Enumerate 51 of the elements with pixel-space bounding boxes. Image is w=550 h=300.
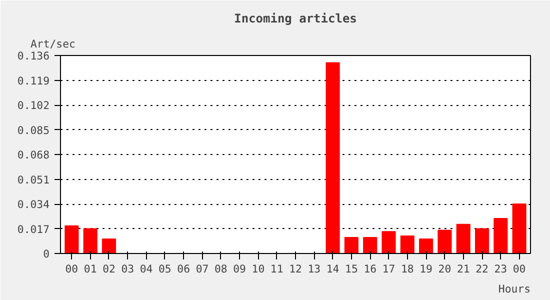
bar: [400, 236, 414, 254]
y-tick-label: 0.102: [17, 99, 50, 112]
y-tick-label: 0.085: [17, 124, 50, 137]
y-tick-label: 0.051: [17, 173, 50, 186]
x-tick-label: 18: [400, 262, 414, 276]
x-tick-label: 11: [270, 262, 284, 276]
bar: [382, 231, 396, 254]
x-tick-label: 12: [289, 262, 302, 276]
x-tick-label: 20: [438, 262, 452, 276]
bar: [326, 62, 340, 254]
x-tick-label: 04: [140, 262, 153, 276]
y-tick-label: 0.136: [17, 50, 50, 62]
y-tick-label: 0.119: [17, 74, 50, 88]
bar: [83, 228, 98, 254]
x-tick-label: 01: [84, 262, 97, 276]
x-tick-label: 14: [326, 262, 340, 276]
bar: [474, 228, 490, 254]
x-tick-label: 05: [158, 262, 172, 276]
y-tick-label: 0: [43, 248, 50, 260]
x-tick-label: 00: [512, 262, 526, 276]
bar: [102, 238, 116, 254]
bar: [344, 236, 358, 254]
x-tick-label: 10: [252, 262, 265, 276]
x-tick-label: 02: [102, 262, 116, 276]
x-tick-label: 13: [308, 262, 321, 276]
chart-title: Incoming articles: [234, 12, 357, 26]
y-tick-label: 0.068: [17, 148, 50, 162]
x-tick-label: 09: [233, 262, 246, 276]
x-tick-label: 19: [420, 262, 432, 276]
bar: [512, 204, 526, 254]
x-tick-label: 07: [196, 262, 209, 276]
bar: [438, 230, 452, 254]
y-tick-label: 0.017: [17, 222, 50, 236]
x-tick-label: 16: [364, 262, 377, 276]
bar: [456, 224, 470, 254]
bar: [64, 225, 79, 254]
x-tick-label: 08: [214, 262, 228, 276]
x-tick-label: 06: [177, 262, 190, 276]
x-axis-title: Hours: [498, 282, 530, 296]
x-tick-label: 03: [121, 262, 134, 276]
x-tick-label: 21: [456, 262, 470, 276]
x-tick-label: 23: [494, 262, 508, 276]
x-tick-label: 22: [476, 262, 488, 276]
bar: [363, 236, 378, 254]
x-tick-label: 17: [382, 262, 396, 276]
x-tick-label: 00: [65, 262, 78, 276]
bar: [419, 238, 434, 254]
x-tick-label: 15: [345, 262, 358, 276]
y-axis-title: Art/sec: [30, 38, 76, 50]
bar: [494, 218, 508, 254]
y-tick-label: 0.034: [17, 198, 50, 211]
